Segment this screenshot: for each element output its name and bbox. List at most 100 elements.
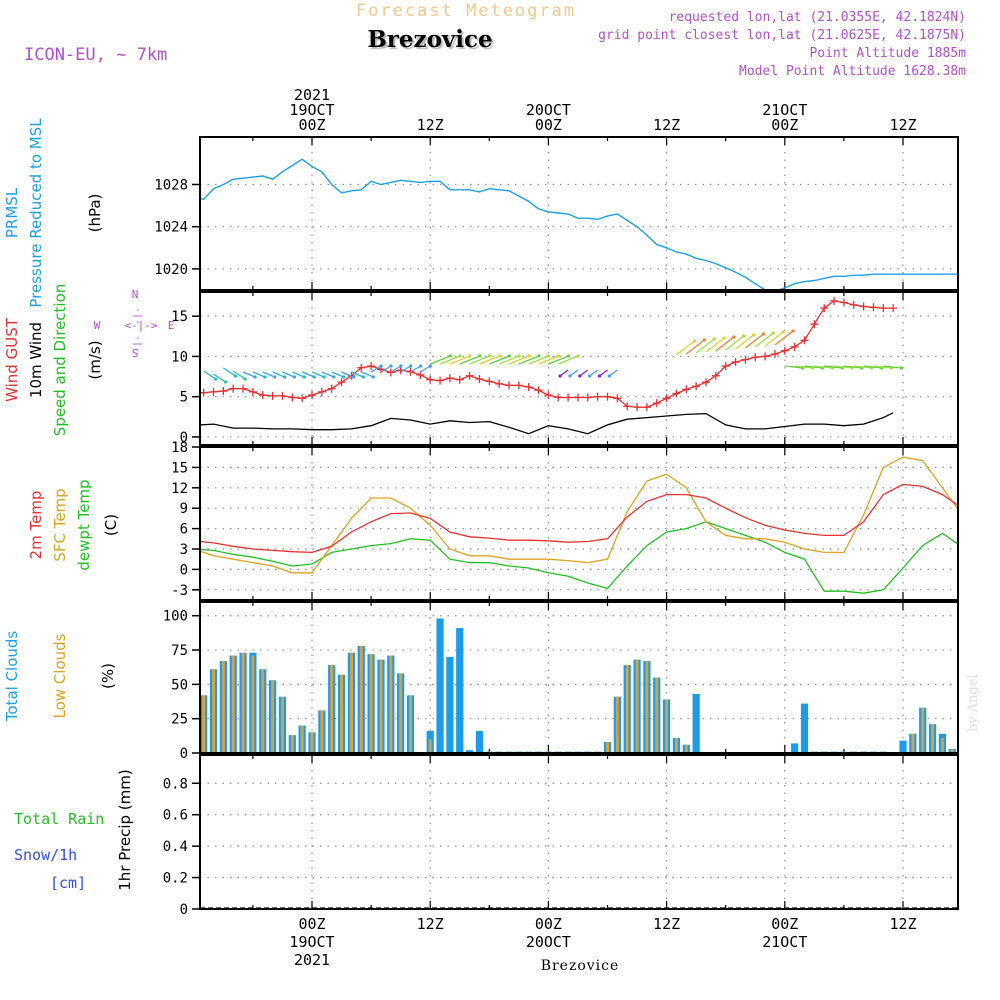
temp-label: dewpt Temp [75,479,93,570]
wind-arrow-head [361,375,365,379]
wind-direction-arrow [589,369,599,377]
wind-arrow-head [742,334,746,338]
pressure-label: Pressure Reduced to MSL [27,118,45,308]
gust-marker [820,304,829,313]
wind-direction-arrow [559,369,569,377]
y-tick-label: 0.2 [163,871,188,887]
wind-direction-arrow [548,355,569,365]
wind-arrow-head [556,354,561,358]
gust-marker [317,387,326,396]
precip-label: [cm] [50,874,86,892]
low-cloud-bar [399,673,403,753]
low-cloud-bar [340,674,344,753]
gust-marker [288,393,297,402]
gust-marker [682,385,691,394]
gust-marker [623,402,632,411]
y-tick-label: 0 [180,746,188,762]
wind-direction-arrow [518,355,540,365]
y-tick-label: 75 [171,643,188,659]
wind-arrow-head [458,354,462,358]
wind-arrow-head [527,354,531,358]
wind-arrow-head [588,374,592,378]
gust-marker [702,378,710,387]
gust-marker [455,375,464,384]
gust-marker [869,303,878,312]
y-tick-label: 25 [171,712,188,728]
wind-arrow-head [302,375,306,379]
gust-marker [879,304,888,313]
wind-direction-arrow [804,365,823,369]
y-tick-label: 10 [171,349,188,365]
wind-direction-arrow [528,355,549,365]
clouds-panel [192,602,958,754]
wind-arrow-head [597,374,602,378]
wind-arrow-head [253,375,257,379]
wind-direction-arrow [439,355,461,365]
gust-marker [672,389,681,398]
y-tick-label: 0.6 [163,808,188,824]
wind-arrow-head [547,354,551,358]
temp-panel [192,446,958,600]
gust-marker [741,355,750,364]
low-cloud-bar [271,680,275,753]
total-cloud-bar [800,703,809,753]
precip-label: Snow/1h [14,846,77,864]
wind-arrow-head [781,330,785,334]
gust-marker [219,387,228,396]
wind-direction-arrow [222,367,236,377]
model-altitude: Model Point Altitude 1628.38m [739,64,966,79]
total-cloud-bar [475,731,484,753]
y-tick-label: 15 [171,309,188,325]
compass-bar-top: -|- [132,307,143,325]
low-cloud-bar [635,659,639,753]
pressure-panel [192,137,958,290]
wind-direction-arrow [676,340,695,356]
bottom-time-label: 19OCT [289,933,334,951]
sfc-temp-line [200,456,958,574]
wind-arrow-head [332,375,336,379]
low-cloud-bar [261,669,265,753]
wind-direction-arrow [774,330,794,346]
gust-marker [475,374,484,383]
wind-arrow-head [273,375,277,379]
wind-arrow-head [478,354,482,358]
pressure-unit: (hPa) [86,194,104,233]
gust-marker [770,350,779,359]
compass-north-label: N [132,288,139,301]
wind-direction-arrow [380,365,392,373]
low-cloud-bar [290,735,294,753]
low-cloud-bar [615,696,619,753]
top-time-label: 00Z [298,116,325,134]
wind-panel [192,292,958,445]
bottom-time-label: 00Z [535,915,562,933]
wind-arrow-head [576,354,580,358]
total-cloud-bar [692,693,700,753]
y-tick-label: 0 [180,902,188,918]
wind-arrow-head [418,364,423,368]
footer-location-name: Brezovice [540,958,620,974]
pressure-label: PRMSL [3,187,21,238]
wind-arrow-head [578,374,582,378]
low-cloud-bar [231,655,235,753]
precip-frame [199,754,959,910]
wind-direction-arrow [351,371,364,378]
gust-marker [859,302,868,311]
top-time-label: 20OCT [526,101,571,119]
wind-direction-arrow [203,370,217,380]
wind-direction-arrow [883,365,902,369]
dewpoint-line [200,521,958,594]
wind-direction-arrow [282,371,295,378]
wind-direction-arrow [232,370,246,380]
clouds-label: Low Clouds [51,633,69,718]
wind-arrow-head [428,364,432,368]
precip-panel [192,755,958,910]
gust-marker [416,370,425,379]
gust-marker [613,394,622,403]
wind-arrow-head [448,354,452,358]
low-cloud-bar [359,645,363,753]
wind-direction-arrow [469,355,490,365]
low-cloud-bar [369,654,373,753]
bottom-time-label: 20OCT [526,933,571,951]
gust-marker [800,336,809,345]
low-cloud-bar [606,742,609,753]
